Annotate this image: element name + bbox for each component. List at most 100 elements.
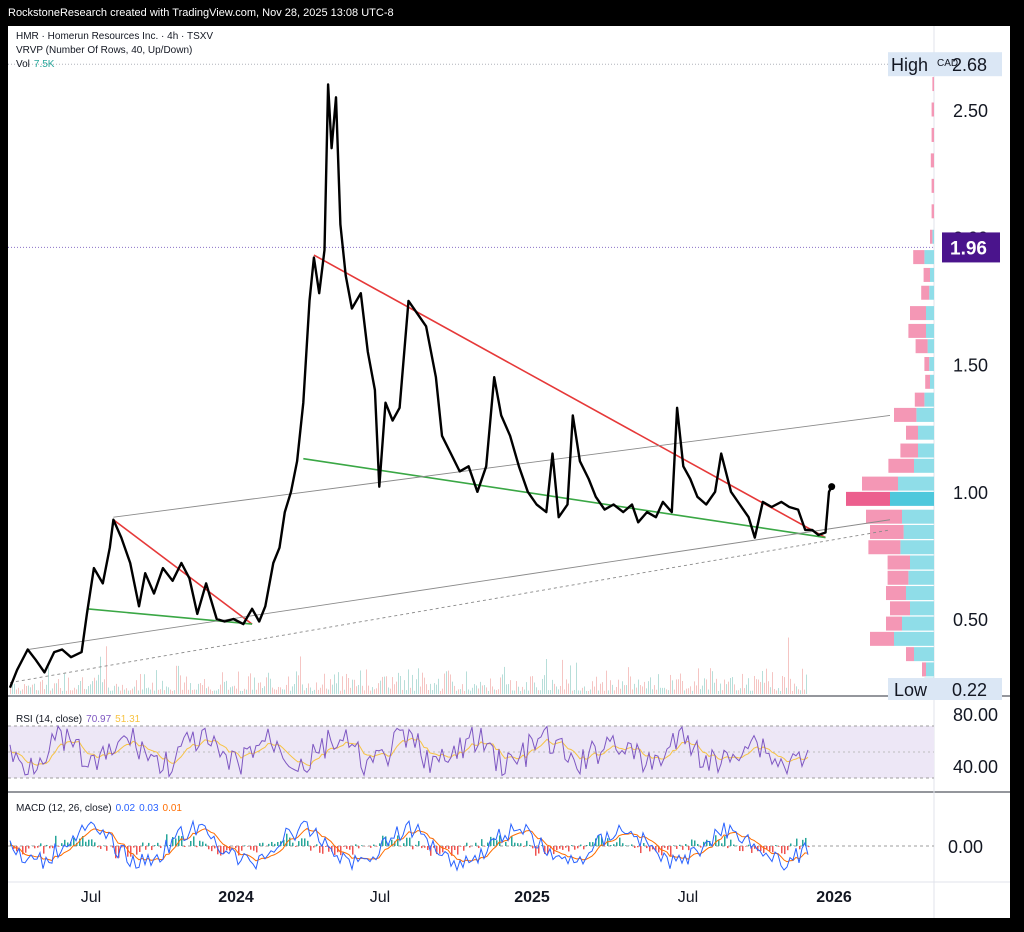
macd-histogram-bar: [568, 846, 570, 852]
macd-histogram-bar: [724, 836, 726, 846]
volume-bar: [354, 679, 355, 694]
volume-bar: [692, 690, 693, 694]
macd-histogram-bar: [235, 846, 237, 849]
volume-bar: [624, 685, 625, 694]
volume-profile-up-bar: [910, 555, 934, 570]
volume-bar: [426, 684, 427, 694]
volume-bar: [152, 682, 153, 694]
volume-bar: [668, 690, 669, 694]
rsi-legend[interactable]: RSI (14, close) 70.97 51.31: [16, 714, 140, 725]
macd-histogram-bar: [535, 846, 537, 856]
volume-profile-down-bar: [886, 616, 902, 631]
macd-histogram-bar: [709, 841, 711, 846]
volume-bar: [552, 679, 553, 694]
volume-bar: [66, 690, 67, 694]
macd-histogram-bar: [133, 846, 135, 848]
volume-profile-down-bar: [887, 555, 910, 570]
volume-bar: [28, 685, 29, 694]
volume-bar: [498, 689, 499, 694]
volume-bar: [156, 670, 157, 694]
volume-bar: [70, 690, 71, 694]
macd-histogram-bar: [190, 840, 192, 846]
volume-profile-down-bar: [886, 586, 906, 601]
macd-histogram-bar: [211, 846, 213, 852]
macd-histogram-bar: [460, 846, 462, 847]
volume-bar: [292, 686, 293, 694]
volume-bar: [748, 678, 749, 694]
macd-histogram-bar: [505, 841, 507, 846]
volume-bar: [396, 681, 397, 694]
volume-bar: [44, 689, 45, 694]
volume-bar: [630, 676, 631, 694]
chart-canvas[interactable]: 2.502.001.501.000.50High2.68Low0.221.968…: [8, 26, 1010, 918]
volume-bar: [128, 690, 129, 694]
volume-bar: [172, 690, 173, 694]
volume-bar: [422, 672, 423, 694]
volume-bar: [438, 678, 439, 694]
volume-bar: [462, 684, 463, 694]
volume-bar: [698, 668, 699, 694]
volume-bar: [210, 689, 211, 694]
volume-bar: [120, 690, 121, 694]
volume-bar: [112, 690, 113, 694]
volume-bar: [628, 667, 629, 694]
macd-histogram-bar: [151, 846, 153, 851]
volume-bar: [526, 682, 527, 694]
downtrend-trendline: [313, 254, 826, 539]
volume-bar: [528, 690, 529, 694]
symbol-legend[interactable]: HMR · Homerun Resources Inc. · 4h · TSXV: [16, 31, 213, 42]
volume-bar: [448, 670, 449, 694]
currency-label[interactable]: CAD: [937, 58, 959, 69]
volume-bar: [236, 688, 237, 694]
volume-bar: [216, 690, 217, 694]
volume-bar: [228, 689, 229, 694]
volume-bar: [336, 683, 337, 694]
attribution-bar: RockstoneResearch created with TradingVi…: [0, 0, 1024, 26]
volume-profile-up-bar: [894, 631, 934, 646]
volume-bar: [140, 673, 141, 694]
volume-bar: [392, 677, 393, 694]
volume-bar: [74, 687, 75, 694]
volume-bar: [252, 689, 253, 694]
macd-histogram-bar: [523, 846, 525, 847]
volume-legend[interactable]: Vol 7.5K: [16, 59, 54, 70]
macd-histogram-bar: [574, 846, 576, 850]
time-axis-label: Jul: [370, 889, 390, 906]
volume-bar: [364, 690, 365, 694]
macd-histogram-bar: [346, 846, 348, 849]
macd-histogram-bar: [688, 846, 690, 851]
macd-histogram-bar: [481, 839, 483, 846]
macd-histogram-bar: [613, 844, 615, 846]
volume-bar: [162, 680, 163, 694]
volume-bar: [130, 690, 131, 694]
price-tick-label: 2.50: [953, 101, 988, 121]
macd-histogram-bar: [184, 846, 186, 848]
volume-bar: [442, 688, 443, 694]
rsi-tick-label: 40.00: [953, 757, 998, 777]
price-series-line: [8, 83, 833, 689]
macd-histogram-bar: [556, 846, 558, 851]
volume-bar: [654, 685, 655, 694]
vrvp-legend[interactable]: VRVP (Number Of Rows, 40, Up/Down): [16, 45, 192, 56]
volume-bar: [682, 680, 683, 694]
volume-bar: [58, 679, 59, 694]
macd-histogram-bar: [55, 835, 57, 846]
time-axis-label: 2026: [816, 889, 852, 906]
macd-legend[interactable]: MACD (12, 26, close) 0.02 0.03 0.01: [16, 803, 182, 814]
macd-histogram-bar: [541, 845, 543, 846]
last-price-dot: [828, 483, 836, 491]
volume-bar: [394, 684, 395, 694]
volume-profile-up-bar: [924, 250, 934, 265]
volume-bar: [614, 690, 615, 694]
macd-histogram-bar: [580, 844, 582, 846]
macd-histogram-bar: [400, 846, 402, 847]
marker-label-box: [942, 232, 1000, 263]
macd-histogram-bar: [598, 835, 600, 846]
volume-profile-down-bar: [906, 647, 914, 662]
volume-bar: [186, 676, 187, 694]
macd-histogram-bar: [760, 846, 762, 851]
volume-bar: [50, 690, 51, 694]
macd-histogram-bar: [679, 844, 681, 846]
volume-bar: [346, 673, 347, 694]
macd-histogram-bar: [136, 846, 138, 855]
